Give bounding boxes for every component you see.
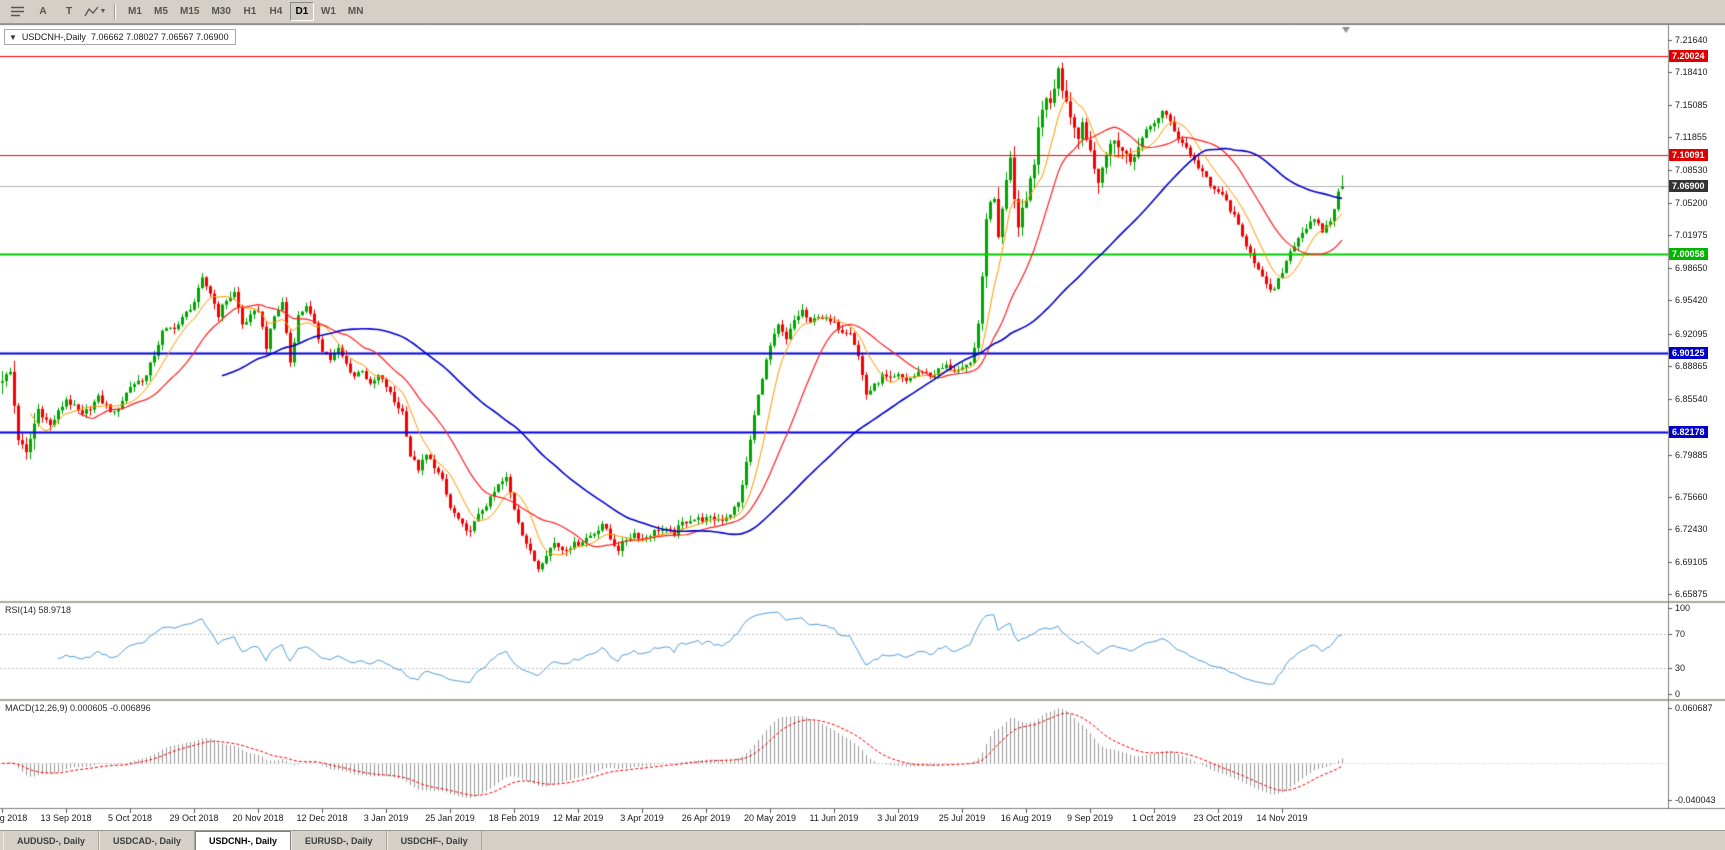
date-label: 12 Dec 2018 xyxy=(296,813,348,823)
chart-tabs-bar: AUDUSD-, Daily USDCAD-, Daily USDCNH-, Dai… xyxy=(0,830,1725,850)
price-line-marker: 6.90125 xyxy=(1669,347,1708,359)
date-label: 3 Jul 2019 xyxy=(877,813,919,823)
price-tick-label: 6.98650 xyxy=(1675,263,1708,273)
rsi-scale-label: 70 xyxy=(1675,629,1686,639)
timeframe-button-d1[interactable]: D1 xyxy=(289,2,314,21)
date-label: 5 Oct 2018 xyxy=(107,813,153,823)
chart-tab-usdcnh[interactable]: USDCNH-, Daily xyxy=(195,831,292,850)
draw-tools-button[interactable]: ▼ xyxy=(83,2,107,21)
chart-ohlc-values: 7.06662 7.08027 7.06567 7.06900 xyxy=(90,32,229,42)
timeframe-button-h4[interactable]: H4 xyxy=(269,6,283,17)
price-line-marker: 7.20024 xyxy=(1669,50,1708,62)
toolbar-separator xyxy=(114,3,116,20)
date-label: 22 Aug 2018 xyxy=(0,813,28,823)
chart-symbol-label: USDCNH-,Daily xyxy=(21,32,86,42)
chart-tab-eurusd[interactable]: EURUSD-, Daily xyxy=(291,831,387,850)
date-label: 20 May 2019 xyxy=(743,813,797,823)
chart-canvas[interactable] xyxy=(0,24,1725,830)
price-line-marker: 7.10091 xyxy=(1669,149,1708,161)
date-label: 16 Aug 2019 xyxy=(1000,813,1052,823)
timeframe-button-m5[interactable]: M5 xyxy=(154,6,168,17)
price-line-marker: 7.00058 xyxy=(1669,248,1708,260)
price-tick-label: 7.18410 xyxy=(1675,67,1708,77)
price-tick-label: 6.92095 xyxy=(1675,329,1708,339)
text-tool-button[interactable]: T xyxy=(65,6,73,17)
timeframe-button-m15[interactable]: M15 xyxy=(180,6,200,17)
price-tick-label: 6.95420 xyxy=(1675,295,1708,305)
price-tick-label: 6.72430 xyxy=(1675,524,1708,534)
price-tick-label: 6.75660 xyxy=(1675,492,1708,502)
rsi-scale-label: 100 xyxy=(1675,603,1691,613)
chart-tab-usdcad[interactable]: USDCAD-, Daily xyxy=(99,831,196,850)
date-axis: 22 Aug 2018 13 Sep 2018 5 Oct 2018 29 Oct 2… xyxy=(0,808,1668,830)
price-tick-label: 7.21640 xyxy=(1675,35,1708,45)
price-tick-label: 7.15085 xyxy=(1675,100,1708,110)
chart-menu-icon[interactable] xyxy=(5,2,29,21)
macd-scale-label: -0.040043 xyxy=(1675,795,1716,805)
date-label: 23 Oct 2019 xyxy=(1193,813,1243,823)
price-tick-label: 7.11855 xyxy=(1675,132,1707,142)
timeframe-button-m30[interactable]: M30 xyxy=(211,6,231,17)
date-label: 9 Sep 2019 xyxy=(1066,813,1114,823)
rsi-scale-label: 0 xyxy=(1675,689,1681,699)
timeframe-button-mn[interactable]: MN xyxy=(347,6,364,17)
date-label: 11 Jun 2019 xyxy=(809,813,859,823)
date-label: 26 Apr 2019 xyxy=(681,813,731,823)
collapse-arrow-icon[interactable]: ▼ xyxy=(9,32,17,42)
rsi-scale-label: 30 xyxy=(1675,663,1686,673)
timeframe-button-h1[interactable]: H1 xyxy=(243,6,257,17)
date-label: 14 Nov 2019 xyxy=(1256,813,1308,823)
price-tick-label: 6.85540 xyxy=(1675,394,1708,404)
date-label: 1 Oct 2019 xyxy=(1131,813,1177,823)
date-label: 29 Oct 2018 xyxy=(169,813,219,823)
timeframe-group: M1 M5 M15 M30 H1 H4 D1 W1 MN xyxy=(123,2,368,21)
date-label: 20 Nov 2018 xyxy=(232,813,284,823)
price-tick-label: 7.05200 xyxy=(1675,198,1708,208)
timeframe-button-m1[interactable]: M1 xyxy=(128,6,142,17)
price-tick-label: 6.88865 xyxy=(1675,361,1708,371)
price-tick-label: 7.01975 xyxy=(1675,230,1708,240)
chevron-down-icon: ▼ xyxy=(99,8,107,15)
chart-title-box[interactable]: ▼ USDCNH-,Daily 7.06662 7.08027 7.06567 … xyxy=(4,29,236,45)
cursor-tool-button[interactable]: A xyxy=(39,6,47,17)
date-label: 3 Apr 2019 xyxy=(620,813,664,823)
price-axis: 7.21640 7.18410 7.15085 7.11855 7.08530 7.052… xyxy=(1668,24,1725,830)
date-label: 25 Jul 2019 xyxy=(938,813,986,823)
price-line-marker: 7.06900 xyxy=(1669,180,1708,192)
date-label: 12 Mar 2019 xyxy=(552,813,604,823)
price-tick-label: 7.08530 xyxy=(1675,165,1708,175)
toolbar: A T ▼ M1 M5 M15 M30 H1 H4 D1 W1 MN xyxy=(0,0,1725,24)
price-tick-label: 6.79885 xyxy=(1675,450,1708,460)
macd-indicator-label: MACD(12,26,9) 0.000605 -0.006896 xyxy=(5,703,151,713)
date-label: 13 Sep 2018 xyxy=(40,813,92,823)
chart-tab-audusd[interactable]: AUDUSD-, Daily xyxy=(3,831,100,850)
date-label: 18 Feb 2019 xyxy=(488,813,540,823)
timeframe-button-w1[interactable]: W1 xyxy=(320,6,336,17)
date-label: 3 Jan 2019 xyxy=(363,813,409,823)
price-tick-label: 6.69105 xyxy=(1675,557,1708,567)
price-line-marker: 6.82178 xyxy=(1669,426,1708,438)
chart-tab-usdchf[interactable]: USDCHF-, Daily xyxy=(386,831,482,850)
macd-scale-label: 0.060687 xyxy=(1675,703,1713,713)
rsi-indicator-label: RSI(14) 58.9718 xyxy=(5,605,72,615)
date-label: 25 Jan 2019 xyxy=(425,813,475,823)
price-tick-label: 6.65875 xyxy=(1675,589,1708,599)
